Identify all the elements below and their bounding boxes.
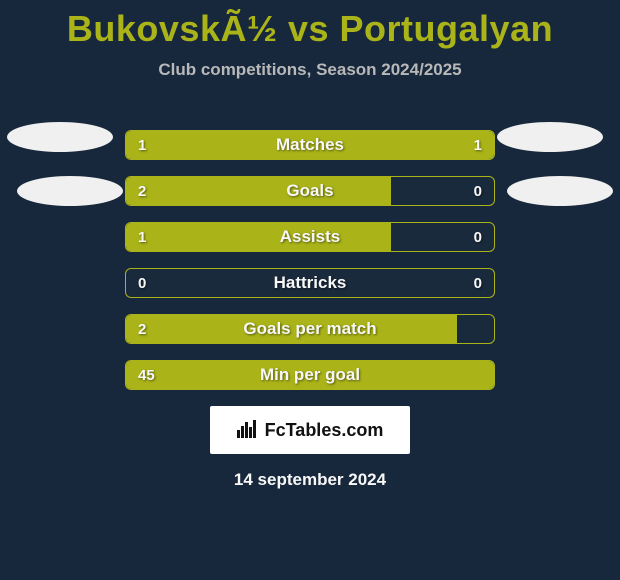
stat-row: 20Goals [125, 176, 495, 206]
brand-name: FcTables.com [265, 420, 384, 441]
stat-row: 2Goals per match [125, 314, 495, 344]
stat-label: Goals per match [126, 315, 494, 343]
stat-label: Min per goal [126, 361, 494, 389]
stats-chart: 11Matches 20Goals 10Assists 00Hattricks 2Goa… [0, 130, 620, 390]
stat-row: 00Hattricks [125, 268, 495, 298]
stat-label: Matches [126, 131, 494, 159]
stat-row: 10Assists [125, 222, 495, 252]
stat-row: 45Min per goal [125, 360, 495, 390]
comparison-subtitle: Club competitions, Season 2024/2025 [0, 60, 620, 80]
stat-label: Hattricks [126, 269, 494, 297]
stat-label: Assists [126, 223, 494, 251]
footer-date: 14 september 2024 [0, 470, 620, 490]
stat-row: 11Matches [125, 130, 495, 160]
comparison-title: BukovskÃ½ vs Portugalyan [0, 0, 620, 50]
stat-label: Goals [126, 177, 494, 205]
brand-chart-icon [237, 418, 259, 443]
brand-badge: FcTables.com [210, 406, 410, 454]
